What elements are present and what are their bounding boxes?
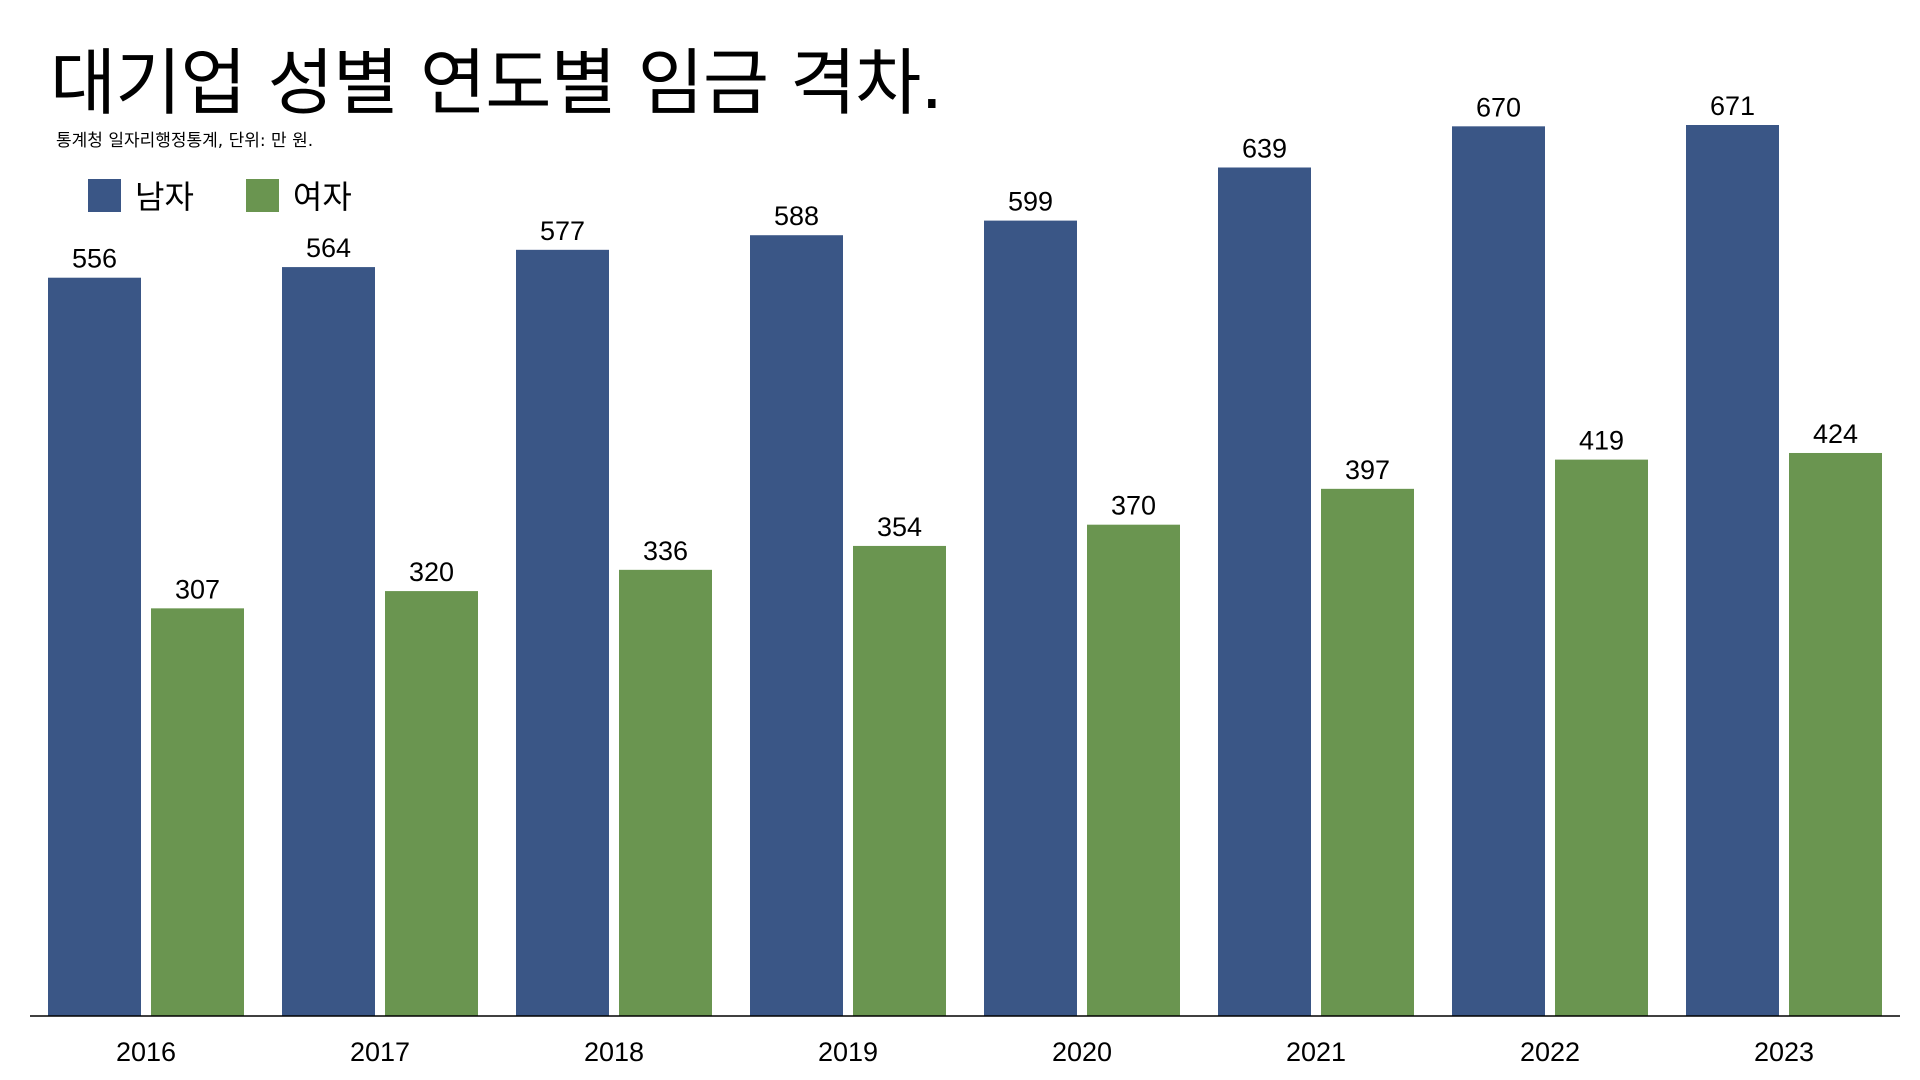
data-label-female-2018: 336 <box>643 536 688 566</box>
chart-title: 대기업 성별 연도별 임금 격차. <box>50 41 943 125</box>
data-label-female-2019: 354 <box>877 512 922 542</box>
legend-swatch-male <box>88 178 121 212</box>
bar-male-2018 <box>516 249 609 1016</box>
chart-subtitle: 통계청 일자리행정통계, 단위: 만 원. <box>56 131 314 151</box>
data-label-female-2016: 307 <box>175 574 220 604</box>
x-tick-label-2017: 2017 <box>350 1037 410 1067</box>
bar-male-2022 <box>1452 126 1545 1016</box>
bar-male-2017 <box>282 267 375 1016</box>
data-label-female-2022: 419 <box>1579 426 1624 456</box>
legend-item-male: 남자 <box>88 172 194 218</box>
bar-male-2020 <box>984 220 1077 1016</box>
bar-female-2021 <box>1321 488 1414 1016</box>
x-tick-label-2020: 2020 <box>1052 1037 1112 1067</box>
x-tick-label-2019: 2019 <box>818 1037 878 1067</box>
x-tick-label-2023: 2023 <box>1754 1037 1814 1067</box>
bar-male-2016 <box>48 277 141 1016</box>
bar-female-2023 <box>1789 452 1882 1016</box>
bar-male-2023 <box>1686 125 1779 1016</box>
data-label-male-2021: 639 <box>1242 133 1287 163</box>
legend-swatch-female <box>245 178 279 212</box>
bar-female-2019 <box>853 545 946 1016</box>
legend-item-female: 여자 <box>245 172 352 218</box>
bar-female-2020 <box>1087 524 1180 1016</box>
x-tick-label-2016: 2016 <box>116 1037 176 1067</box>
data-label-female-2021: 397 <box>1345 455 1390 485</box>
data-label-female-2023: 424 <box>1813 419 1858 449</box>
data-label-male-2016: 556 <box>72 244 117 274</box>
data-label-male-2018: 577 <box>540 216 585 246</box>
bar-female-2017 <box>385 591 478 1016</box>
x-tick-label-2018: 2018 <box>584 1037 644 1067</box>
data-label-male-2022: 670 <box>1476 92 1521 122</box>
bar-male-2019 <box>750 235 843 1016</box>
chart-legend: 남자 여자 <box>88 172 352 218</box>
data-label-male-2020: 599 <box>1008 187 1053 217</box>
bar-male-2021 <box>1218 167 1311 1016</box>
data-label-male-2017: 564 <box>306 233 351 263</box>
bar-female-2022 <box>1555 459 1648 1017</box>
legend-label-female: 여자 <box>292 178 352 216</box>
legend-label-male: 남자 <box>135 178 194 216</box>
data-label-female-2017: 320 <box>409 557 454 587</box>
data-label-male-2019: 588 <box>774 201 819 231</box>
x-tick-label-2021: 2021 <box>1286 1037 1346 1067</box>
data-label-female-2020: 370 <box>1111 491 1156 521</box>
x-tick-label-2022: 2022 <box>1520 1037 1580 1067</box>
bar-female-2016 <box>151 608 244 1016</box>
data-label-male-2023: 671 <box>1710 91 1755 121</box>
bar-female-2018 <box>619 569 712 1016</box>
